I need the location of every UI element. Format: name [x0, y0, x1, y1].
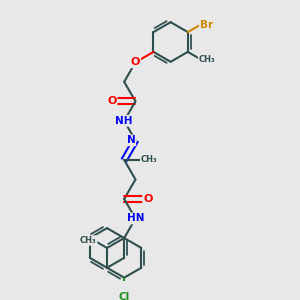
Text: Cl: Cl — [118, 292, 130, 300]
Text: O: O — [107, 96, 116, 106]
Text: CH₃: CH₃ — [199, 55, 215, 64]
Text: CH₃: CH₃ — [141, 155, 158, 164]
Text: O: O — [143, 194, 152, 204]
Text: HN: HN — [127, 214, 144, 224]
Text: NH: NH — [116, 116, 133, 126]
Text: CH₃: CH₃ — [80, 236, 97, 245]
Text: N: N — [127, 135, 135, 146]
Text: O: O — [131, 57, 140, 67]
Text: Br: Br — [200, 20, 213, 30]
